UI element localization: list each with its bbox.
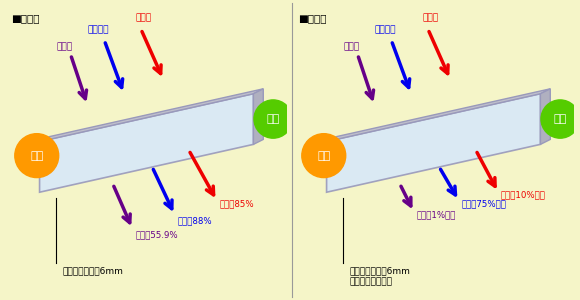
Text: ■塗布後: ■塗布後 [299,14,327,23]
Text: 可視光線: 可視光線 [375,26,396,34]
Polygon shape [39,94,253,192]
Circle shape [15,134,59,178]
Text: 可視光線: 可視光線 [88,26,110,34]
Circle shape [254,100,292,138]
Text: 透過率55.9%: 透過率55.9% [135,230,178,239]
Circle shape [302,134,346,178]
Text: 赤外線: 赤外線 [423,13,438,22]
Text: 透過率10%以下: 透過率10%以下 [501,190,546,200]
Text: 透過率85%: 透過率85% [220,199,254,208]
Text: ■塗布前: ■塗布前 [12,14,40,23]
Text: 赤外線: 赤外線 [136,13,152,22]
Text: フロートガラス6mm: フロートガラス6mm [62,267,123,276]
Polygon shape [327,94,541,192]
Circle shape [541,100,579,138]
Text: 紫外線: 紫外線 [56,43,72,52]
Text: 屋外: 屋外 [317,151,331,160]
Polygon shape [541,89,550,144]
Polygon shape [253,89,263,144]
Text: 屋内: 屋内 [266,114,280,124]
Text: 透過率88%: 透過率88% [177,216,212,225]
Text: 紫外線: 紫外線 [343,43,360,52]
Polygon shape [327,89,550,142]
Text: 透過率1%以下: 透過率1%以下 [416,210,456,219]
Polygon shape [39,89,263,142]
Text: フロートガラス6mm
ガラスコート塗布: フロートガラス6mm ガラスコート塗布 [349,267,410,286]
Text: 透過率75%以上: 透過率75%以上 [462,199,506,208]
Text: 屋外: 屋外 [30,151,44,160]
Text: 屋内: 屋内 [553,114,567,124]
